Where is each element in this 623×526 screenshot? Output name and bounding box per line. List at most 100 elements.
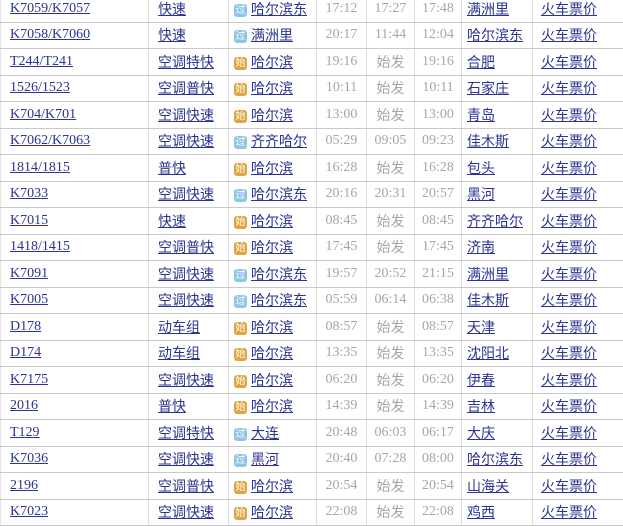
- train-number-link[interactable]: T129: [10, 425, 40, 440]
- to-station-link[interactable]: 满洲里: [467, 3, 509, 18]
- from-station-link[interactable]: 哈尔滨: [251, 400, 293, 415]
- ticket-price-link[interactable]: 火车票价: [541, 453, 597, 468]
- train-type-link[interactable]: 快速: [158, 3, 186, 18]
- from-station-link[interactable]: 齐齐哈尔: [251, 135, 307, 150]
- to-station-link[interactable]: 佳木斯: [467, 135, 509, 150]
- train-number-link[interactable]: K7059/K7057: [10, 1, 90, 16]
- ticket-price-link[interactable]: 火车票价: [541, 188, 597, 203]
- train-type-link[interactable]: 空调普快: [158, 241, 214, 256]
- to-station-link[interactable]: 合肥: [467, 56, 495, 71]
- ticket-price-link[interactable]: 火车票价: [541, 135, 597, 150]
- from-station-link[interactable]: 哈尔滨: [251, 56, 293, 71]
- train-number-link[interactable]: K7058/K7060: [10, 27, 90, 42]
- from-station-link[interactable]: 哈尔滨: [251, 82, 293, 97]
- to-station-link[interactable]: 大庆: [467, 427, 495, 442]
- train-type-link[interactable]: 空调快速: [158, 109, 214, 124]
- train-type-link[interactable]: 空调快速: [158, 268, 214, 283]
- from-station-link[interactable]: 哈尔滨: [251, 480, 293, 495]
- ticket-price-link[interactable]: 火车票价: [541, 400, 597, 415]
- ticket-price-link[interactable]: 火车票价: [541, 241, 597, 256]
- train-type-link[interactable]: 空调快速: [158, 294, 214, 309]
- from-station-link[interactable]: 哈尔滨: [251, 374, 293, 389]
- train-number-link[interactable]: K7015: [10, 213, 48, 228]
- ticket-price-link[interactable]: 火车票价: [541, 109, 597, 124]
- ticket-price-link[interactable]: 火车票价: [541, 427, 597, 442]
- train-number-link[interactable]: 1418/1415: [10, 239, 70, 254]
- train-number-link[interactable]: T244/T241: [10, 54, 73, 69]
- train-number-link[interactable]: D178: [10, 319, 41, 334]
- from-station-link[interactable]: 黑河: [251, 453, 279, 468]
- train-number-link[interactable]: K7036: [10, 451, 48, 466]
- from-station-link[interactable]: 哈尔滨东: [251, 294, 307, 309]
- to-station-link[interactable]: 青岛: [467, 109, 495, 124]
- ticket-price-link[interactable]: 火车票价: [541, 56, 597, 71]
- train-number-link[interactable]: D174: [10, 345, 41, 360]
- train-number-link[interactable]: K7062/K7063: [10, 133, 90, 148]
- from-station-link[interactable]: 哈尔滨: [251, 215, 293, 230]
- ticket-price-link[interactable]: 火车票价: [541, 3, 597, 18]
- train-type-link[interactable]: 动车组: [158, 347, 200, 362]
- from-station-link[interactable]: 哈尔滨: [251, 321, 293, 336]
- from-station-link[interactable]: 哈尔滨: [251, 241, 293, 256]
- train-type-link[interactable]: 空调快速: [158, 506, 214, 521]
- to-station-link[interactable]: 天津: [467, 321, 495, 336]
- to-station-link[interactable]: 石家庄: [467, 82, 509, 97]
- ticket-price-link[interactable]: 火车票价: [541, 480, 597, 495]
- train-number-link[interactable]: 1814/1815: [10, 160, 70, 175]
- from-station-link[interactable]: 哈尔滨: [251, 162, 293, 177]
- from-station-link[interactable]: 哈尔滨: [251, 109, 293, 124]
- to-station-link[interactable]: 满洲里: [467, 268, 509, 283]
- train-type-link[interactable]: 动车组: [158, 321, 200, 336]
- train-type-link[interactable]: 普快: [158, 400, 186, 415]
- to-station-link[interactable]: 佳木斯: [467, 294, 509, 309]
- to-station-link[interactable]: 济南: [467, 241, 495, 256]
- to-station-link[interactable]: 哈尔滨东: [467, 453, 523, 468]
- ticket-price-link[interactable]: 火车票价: [541, 374, 597, 389]
- to-station-link[interactable]: 哈尔滨东: [467, 29, 523, 44]
- train-type-link[interactable]: 普快: [158, 162, 186, 177]
- train-number-link[interactable]: 2196: [10, 478, 38, 493]
- train-number-link[interactable]: K7091: [10, 266, 48, 281]
- ticket-price-link[interactable]: 火车票价: [541, 347, 597, 362]
- from-station-link[interactable]: 哈尔滨东: [251, 3, 307, 18]
- train-type-link[interactable]: 空调特快: [158, 56, 214, 71]
- train-type-link[interactable]: 空调快速: [158, 135, 214, 150]
- to-station-link[interactable]: 包头: [467, 162, 495, 177]
- train-number-link[interactable]: 2016: [10, 398, 38, 413]
- to-station-link[interactable]: 吉林: [467, 400, 495, 415]
- train-type-link[interactable]: 空调快速: [158, 374, 214, 389]
- train-type-link[interactable]: 空调普快: [158, 82, 214, 97]
- train-number-link[interactable]: K7033: [10, 186, 48, 201]
- train-number-link[interactable]: K7005: [10, 292, 48, 307]
- ticket-price-link[interactable]: 火车票价: [541, 321, 597, 336]
- from-station-link[interactable]: 哈尔滨东: [251, 268, 307, 283]
- from-station-link[interactable]: 哈尔滨: [251, 506, 293, 521]
- ticket-price-link[interactable]: 火车票价: [541, 506, 597, 521]
- to-station-link[interactable]: 沈阳北: [467, 347, 509, 362]
- to-station-link[interactable]: 黑河: [467, 188, 495, 203]
- train-type-link[interactable]: 空调快速: [158, 188, 214, 203]
- ticket-price-link[interactable]: 火车票价: [541, 294, 597, 309]
- train-type-link[interactable]: 空调快速: [158, 453, 214, 468]
- train-type-link[interactable]: 空调特快: [158, 427, 214, 442]
- ticket-price-link[interactable]: 火车票价: [541, 29, 597, 44]
- ticket-price-link[interactable]: 火车票价: [541, 82, 597, 97]
- ticket-price-link[interactable]: 火车票价: [541, 215, 597, 230]
- from-station-link[interactable]: 大连: [251, 427, 279, 442]
- train-number-link[interactable]: 1526/1523: [10, 80, 70, 95]
- train-number-link[interactable]: K7023: [10, 504, 48, 519]
- ticket-price-link[interactable]: 火车票价: [541, 268, 597, 283]
- from-station-link[interactable]: 满洲里: [251, 29, 293, 44]
- ticket-price-link[interactable]: 火车票价: [541, 162, 597, 177]
- to-station-link[interactable]: 山海关: [467, 480, 509, 495]
- train-type-link[interactable]: 空调普快: [158, 480, 214, 495]
- train-number-link[interactable]: K704/K701: [10, 107, 76, 122]
- train-type-link[interactable]: 快速: [158, 215, 186, 230]
- from-station-link[interactable]: 哈尔滨东: [251, 188, 307, 203]
- from-station-link[interactable]: 哈尔滨: [251, 347, 293, 362]
- to-station-link[interactable]: 齐齐哈尔: [467, 215, 523, 230]
- train-number-link[interactable]: K7175: [10, 372, 48, 387]
- to-station-link[interactable]: 伊春: [467, 374, 495, 389]
- train-type-link[interactable]: 快速: [158, 29, 186, 44]
- to-station-link[interactable]: 鸡西: [467, 506, 495, 521]
